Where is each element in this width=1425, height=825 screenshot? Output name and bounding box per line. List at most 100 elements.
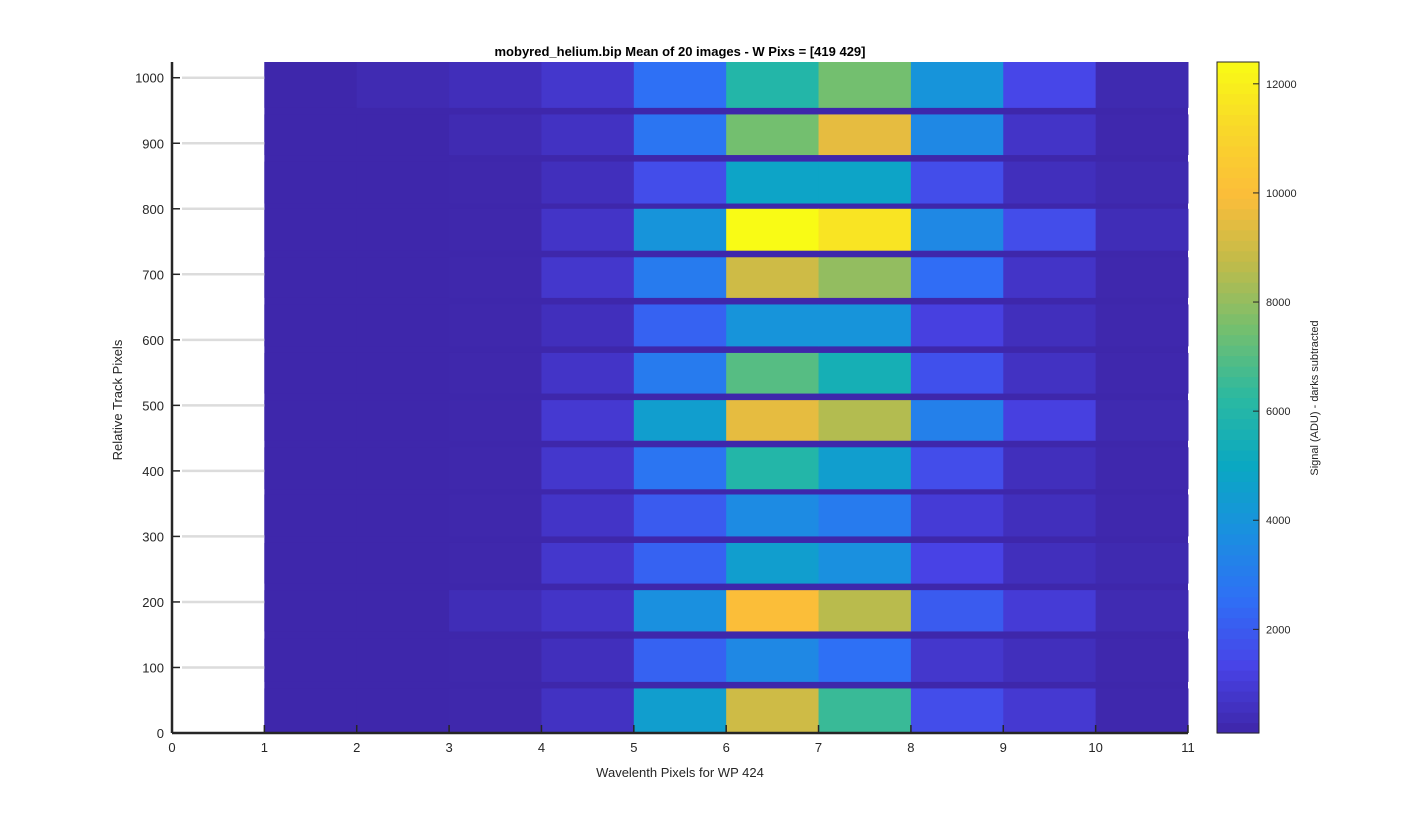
colorbar-segment	[1217, 722, 1259, 734]
heatmap-cell	[264, 494, 358, 537]
heatmap-cell	[1095, 62, 1189, 108]
heatmap-cell	[633, 447, 727, 490]
heatmap-cell	[633, 400, 727, 441]
y-tick-label: 600	[142, 333, 164, 348]
colorbar-segment	[1217, 460, 1259, 472]
colorbar-segment	[1217, 691, 1259, 703]
colorbar-segment	[1217, 62, 1259, 74]
heatmap-cell	[1095, 638, 1189, 682]
heatmap-cell	[726, 542, 820, 584]
heatmap-cell	[910, 304, 1004, 347]
colorbar-segment	[1217, 680, 1259, 692]
heatmap-cell	[910, 257, 1004, 298]
heatmap-cell	[726, 304, 820, 347]
colorbar-tick-label: 2000	[1266, 624, 1290, 636]
colorbar-segment	[1217, 135, 1259, 147]
colorbar-segment	[1217, 397, 1259, 409]
colorbar-segment	[1217, 376, 1259, 388]
colorbar-segment	[1217, 575, 1259, 587]
colorbar-segment	[1217, 491, 1259, 503]
colorbar-segment	[1217, 439, 1259, 451]
x-tick-label: 6	[723, 740, 730, 755]
colorbar-segment	[1217, 250, 1259, 262]
heatmap-cell	[541, 161, 635, 204]
heatmap-cell	[264, 400, 358, 441]
x-axis-label: Wavelenth Pixels for WP 424	[596, 765, 764, 780]
colorbar-segment	[1217, 649, 1259, 661]
heatmap-cell	[1003, 542, 1097, 584]
heatmap-cell	[541, 257, 635, 298]
heatmap-cell	[541, 352, 635, 394]
heatmap-cell	[726, 447, 820, 490]
heatmap-cell	[1003, 304, 1097, 347]
colorbar-segment	[1217, 93, 1259, 105]
y-tick-label: 200	[142, 595, 164, 610]
heatmap-cell	[356, 352, 450, 394]
heatmap-cell	[264, 62, 358, 108]
heatmap-cell	[633, 542, 727, 584]
colorbar-segment	[1217, 324, 1259, 336]
heatmap-cell	[1003, 114, 1097, 156]
heatmap-cell	[541, 114, 635, 156]
x-tick-label: 10	[1088, 740, 1102, 755]
heatmap-cell	[818, 161, 912, 204]
heatmap-cell	[1095, 688, 1189, 733]
heatmap-cell	[1095, 257, 1189, 298]
y-tick-label: 300	[142, 529, 164, 544]
colorbar-segment	[1217, 523, 1259, 535]
colorbar-segment	[1217, 470, 1259, 482]
heatmap-cell	[1003, 638, 1097, 682]
heatmap-cell	[449, 304, 542, 347]
y-tick-label: 400	[142, 464, 164, 479]
colorbar-segment	[1217, 712, 1259, 724]
heatmap-cell	[264, 542, 358, 584]
heatmap-cell	[541, 542, 635, 584]
heatmap-cell	[726, 114, 820, 156]
heatmap-cell	[1003, 590, 1097, 632]
heatmap-cell	[1003, 447, 1097, 490]
heatmap-cell	[541, 208, 635, 251]
heatmap-cell	[1095, 304, 1189, 347]
heatmap-cell	[726, 352, 820, 394]
y-tick-label: 500	[142, 398, 164, 413]
heatmap-cell	[449, 494, 542, 537]
heatmap-cell	[1095, 352, 1189, 394]
heatmap-cell	[633, 638, 727, 682]
heatmap-cell	[726, 161, 820, 204]
colorbar-frame	[1216, 61, 1260, 734]
colorbar-segment	[1217, 208, 1259, 220]
colorbar-segment	[1217, 271, 1259, 283]
x-tick-label: 0	[168, 740, 175, 755]
heatmap-cell	[818, 638, 912, 682]
colorbar: 2000 4000 6000 8000 10000 12000	[1216, 61, 1297, 734]
heatmap-cell	[449, 208, 542, 251]
colorbar-segment	[1217, 586, 1259, 598]
heatmap-cell	[1003, 257, 1097, 298]
heatmap-cell	[726, 688, 820, 733]
y-tick-label: 800	[142, 202, 164, 217]
heatmap-cell	[264, 688, 358, 733]
heatmap-cell	[726, 400, 820, 441]
grid-lines	[182, 76, 265, 669]
colorbar-segment	[1217, 345, 1259, 357]
heatmap-cell	[633, 62, 727, 108]
y-tick-label: 700	[142, 267, 164, 282]
heatmap-cell	[264, 208, 358, 251]
heatmap-cell	[356, 400, 450, 441]
colorbar-segment	[1217, 628, 1259, 640]
heatmap-cell	[449, 400, 542, 441]
heatmap-cell	[910, 161, 1004, 204]
x-tick-label: 2	[353, 740, 360, 755]
heatmap-cell	[633, 352, 727, 394]
colorbar-segment	[1217, 366, 1259, 378]
colorbar-tick-label: 12000	[1266, 79, 1297, 91]
heatmap-cell	[356, 62, 450, 108]
colorbar-label: Signal (ADU) - darks subtracted	[1309, 320, 1321, 475]
heatmap-cell	[449, 352, 542, 394]
heatmap-cell	[356, 447, 450, 490]
heatmap-cell	[356, 161, 450, 204]
heatmap-cell	[1003, 688, 1097, 733]
colorbar-segment	[1217, 670, 1259, 682]
heatmap-cell	[1003, 161, 1097, 204]
